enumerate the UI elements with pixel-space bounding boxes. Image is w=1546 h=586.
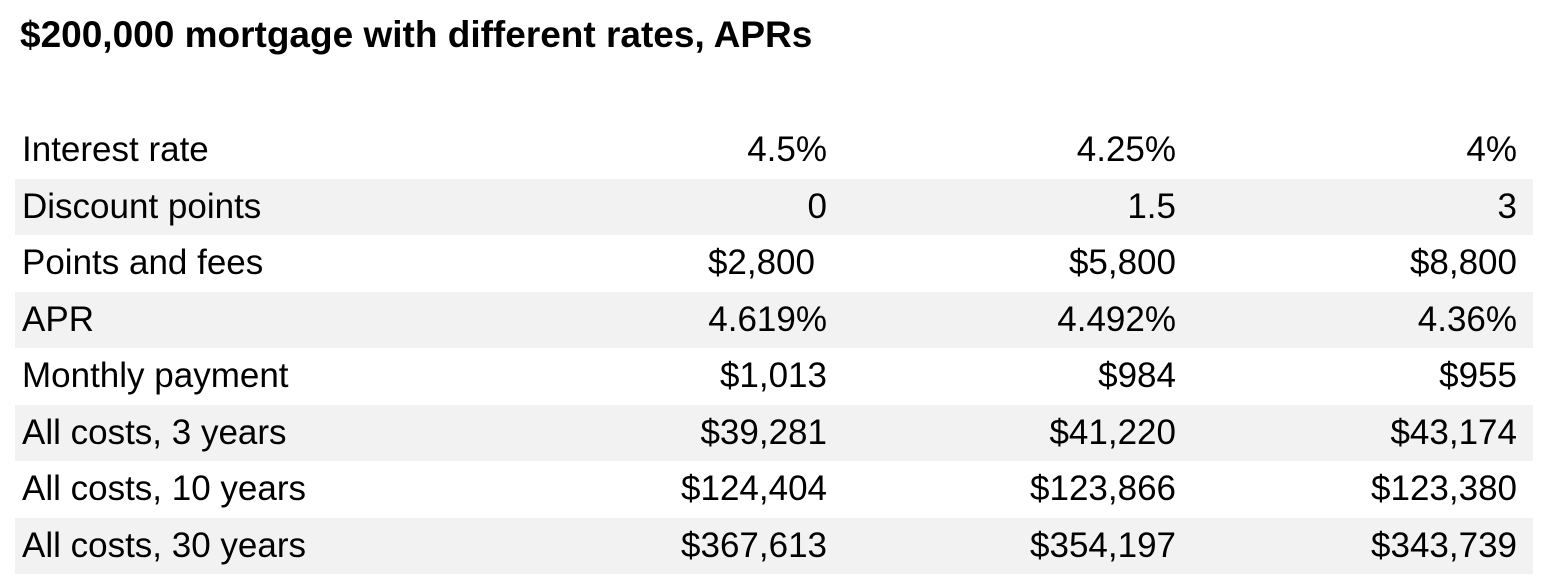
row-label: Discount points bbox=[22, 186, 262, 226]
cell-value: 1.5 bbox=[1127, 186, 1176, 226]
table-row-apr: APR 4.619% 4.492% 4.36% bbox=[15, 291, 1533, 348]
cell-value: $124,404 bbox=[681, 469, 827, 509]
cell-value: $1,013 bbox=[719, 356, 827, 396]
cell-value: $41,220 bbox=[1049, 412, 1176, 452]
row-label: All costs, 3 years bbox=[22, 412, 287, 452]
cell-value: 4% bbox=[1466, 130, 1517, 170]
cell-value: $39,281 bbox=[700, 412, 827, 452]
cell-value: $367,613 bbox=[681, 525, 827, 565]
table-row-all-costs-10-years: All costs, 10 years $124,404 $123,866 $1… bbox=[15, 461, 1533, 518]
table-row-all-costs-3-years: All costs, 3 years $39,281 $41,220 $43,1… bbox=[15, 404, 1533, 461]
row-label: Points and fees bbox=[22, 243, 264, 283]
cell-value: 0 bbox=[807, 186, 827, 226]
row-label: All costs, 30 years bbox=[22, 525, 306, 565]
cell-value: $955 bbox=[1439, 356, 1517, 396]
cell-value: $984 bbox=[1098, 356, 1176, 396]
cell-value: $123,380 bbox=[1371, 469, 1517, 509]
cell-value: $8,800 bbox=[1409, 243, 1517, 283]
cell-value: 4.25% bbox=[1076, 130, 1176, 170]
mortgage-comparison-table: Interest rate 4.5% 4.25% 4% Discount poi… bbox=[15, 122, 1533, 574]
cell-value: 4.619% bbox=[708, 299, 827, 339]
cell-value: $354,197 bbox=[1030, 525, 1176, 565]
row-label: APR bbox=[22, 299, 94, 339]
cell-value: $5,800 bbox=[1068, 243, 1176, 283]
table-row-discount-points: Discount points 0 1.5 3 bbox=[15, 178, 1533, 235]
cell-value: $43,174 bbox=[1390, 412, 1517, 452]
row-label: All costs, 10 years bbox=[22, 469, 306, 509]
cell-value: $123,866 bbox=[1030, 469, 1176, 509]
cell-value: $2,800 bbox=[707, 243, 815, 283]
table-row-all-costs-30-years: All costs, 30 years $367,613 $354,197 $3… bbox=[15, 517, 1533, 574]
cell-value: 3 bbox=[1497, 186, 1517, 226]
cell-value: 4.36% bbox=[1417, 299, 1517, 339]
row-label: Monthly payment bbox=[22, 356, 289, 396]
table-row-interest-rate: Interest rate 4.5% 4.25% 4% bbox=[15, 122, 1533, 179]
row-label: Interest rate bbox=[22, 130, 209, 170]
table-row-points-and-fees: Points and fees $2,800 $5,800 $8,800 bbox=[15, 235, 1533, 292]
cell-value: 4.5% bbox=[747, 130, 827, 170]
table-row-monthly-payment: Monthly payment $1,013 $984 $955 bbox=[15, 348, 1533, 405]
cell-value: 4.492% bbox=[1057, 299, 1176, 339]
page-title: $200,000 mortgage with different rates, … bbox=[20, 14, 813, 55]
cell-value: $343,739 bbox=[1371, 525, 1517, 565]
